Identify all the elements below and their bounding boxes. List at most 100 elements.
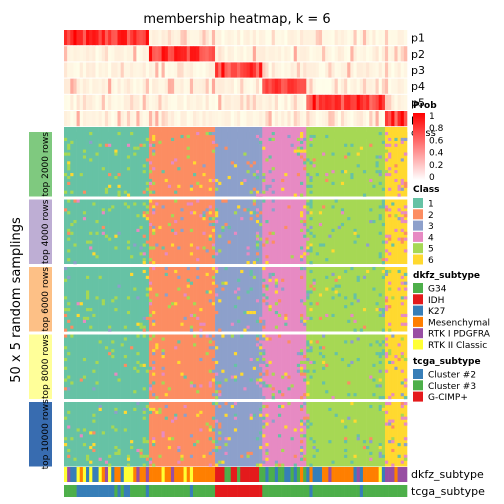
sampling-cell — [268, 231, 272, 235]
sampling-cell — [353, 228, 357, 232]
prob-cell — [340, 30, 345, 46]
sampling-cell — [64, 437, 68, 441]
sampling-cell — [211, 428, 216, 432]
prob-cell — [92, 62, 96, 78]
sampling-cell — [293, 334, 298, 399]
sampling-cell — [372, 184, 376, 188]
prob-cell — [296, 94, 301, 110]
sampling-cell — [167, 222, 172, 227]
sampling-cell — [331, 228, 335, 232]
prob-cell — [249, 46, 254, 62]
sampling-cell — [397, 334, 402, 399]
prob-cell — [221, 46, 225, 62]
sampling-cell — [114, 132, 118, 197]
sampling-cell — [152, 352, 156, 356]
prob-cell — [300, 46, 304, 62]
prob-cell — [381, 46, 386, 62]
sampling-cell — [262, 319, 266, 323]
sampling-cell — [211, 302, 216, 306]
sampling-cell — [403, 443, 408, 447]
sampling-cell — [340, 402, 345, 467]
prob-cell — [224, 30, 228, 46]
sampling-cell — [155, 346, 159, 350]
sampling-cell — [394, 170, 398, 174]
sampling-cell — [193, 334, 197, 338]
sampling-cell — [79, 173, 84, 177]
sampling-cell — [259, 431, 263, 435]
sampling-cell — [384, 205, 389, 209]
prob-cell — [111, 78, 115, 94]
prob-cell — [315, 46, 320, 62]
sampling-cell — [95, 402, 99, 467]
prob-cell — [309, 94, 313, 110]
sampling-cell — [215, 448, 219, 453]
sampling-cell — [123, 355, 128, 359]
sampling-cell — [152, 167, 156, 171]
sampling-cell — [148, 402, 153, 467]
sampling-cell — [133, 132, 137, 197]
prob-cell — [199, 78, 203, 94]
prob-cell — [230, 62, 235, 78]
sampling-cell — [259, 372, 263, 376]
sampling-cell — [403, 181, 408, 185]
sampling-cell — [64, 208, 68, 212]
prob-cell — [120, 30, 125, 46]
sampling-cell — [145, 267, 150, 332]
sampling-cell — [227, 225, 232, 230]
sampling-cell — [397, 199, 402, 264]
sampling-cell — [233, 267, 238, 332]
prob-cell — [158, 94, 162, 110]
prob-cell — [117, 62, 121, 78]
sampling-cell — [403, 272, 408, 276]
sampling-cell — [199, 357, 203, 362]
sampling-cell — [375, 164, 379, 168]
sampling-cell — [303, 205, 307, 209]
sampling-cell — [111, 355, 115, 359]
prob-cell — [372, 46, 376, 62]
sampling-cell — [265, 422, 269, 426]
sampling-cell — [315, 173, 320, 177]
prob-cell — [296, 111, 301, 127]
sampling-cell — [145, 181, 150, 185]
sampling-cell — [300, 140, 304, 144]
sampling-cell — [300, 396, 304, 400]
sampling-cell — [306, 252, 310, 256]
sampling-cell — [233, 416, 238, 420]
sampling-cell — [255, 234, 260, 238]
sampling-cell — [177, 184, 181, 188]
sampling-cell — [126, 205, 131, 209]
sampling-cell — [259, 352, 263, 356]
sampling-cell — [155, 132, 159, 197]
tcga-cell — [306, 485, 310, 497]
sampling-cell — [101, 132, 106, 197]
sampling-cell — [265, 220, 269, 224]
sampling-cell — [161, 337, 165, 341]
prob-cell — [353, 30, 357, 46]
sampling-cell — [230, 402, 235, 467]
sampling-cell — [344, 425, 348, 429]
sampling-cell — [397, 454, 402, 458]
sampling-cell — [170, 137, 175, 141]
sampling-cell — [309, 243, 313, 247]
sampling-cell — [211, 275, 216, 279]
dkfz-cell — [211, 467, 216, 482]
prob-cell — [130, 30, 134, 46]
sampling-cell — [271, 167, 276, 171]
sampling-cell — [224, 443, 228, 447]
sampling-cell — [331, 132, 335, 197]
sampling-cell — [86, 240, 90, 244]
sampling-cell — [164, 178, 169, 183]
sampling-cell — [117, 402, 121, 467]
sampling-cell — [262, 396, 266, 400]
sampling-cell — [114, 410, 118, 414]
prob-cell — [366, 111, 370, 127]
prob-cell — [174, 30, 178, 46]
prob-cell — [334, 94, 339, 110]
prob-cell — [303, 94, 307, 110]
prob-cell — [403, 30, 408, 46]
sampling-cell — [64, 296, 68, 300]
dkfz-cell — [274, 467, 279, 482]
sampling-cell — [215, 402, 219, 406]
prob-cell — [331, 30, 335, 46]
sampling-cell — [403, 384, 408, 388]
